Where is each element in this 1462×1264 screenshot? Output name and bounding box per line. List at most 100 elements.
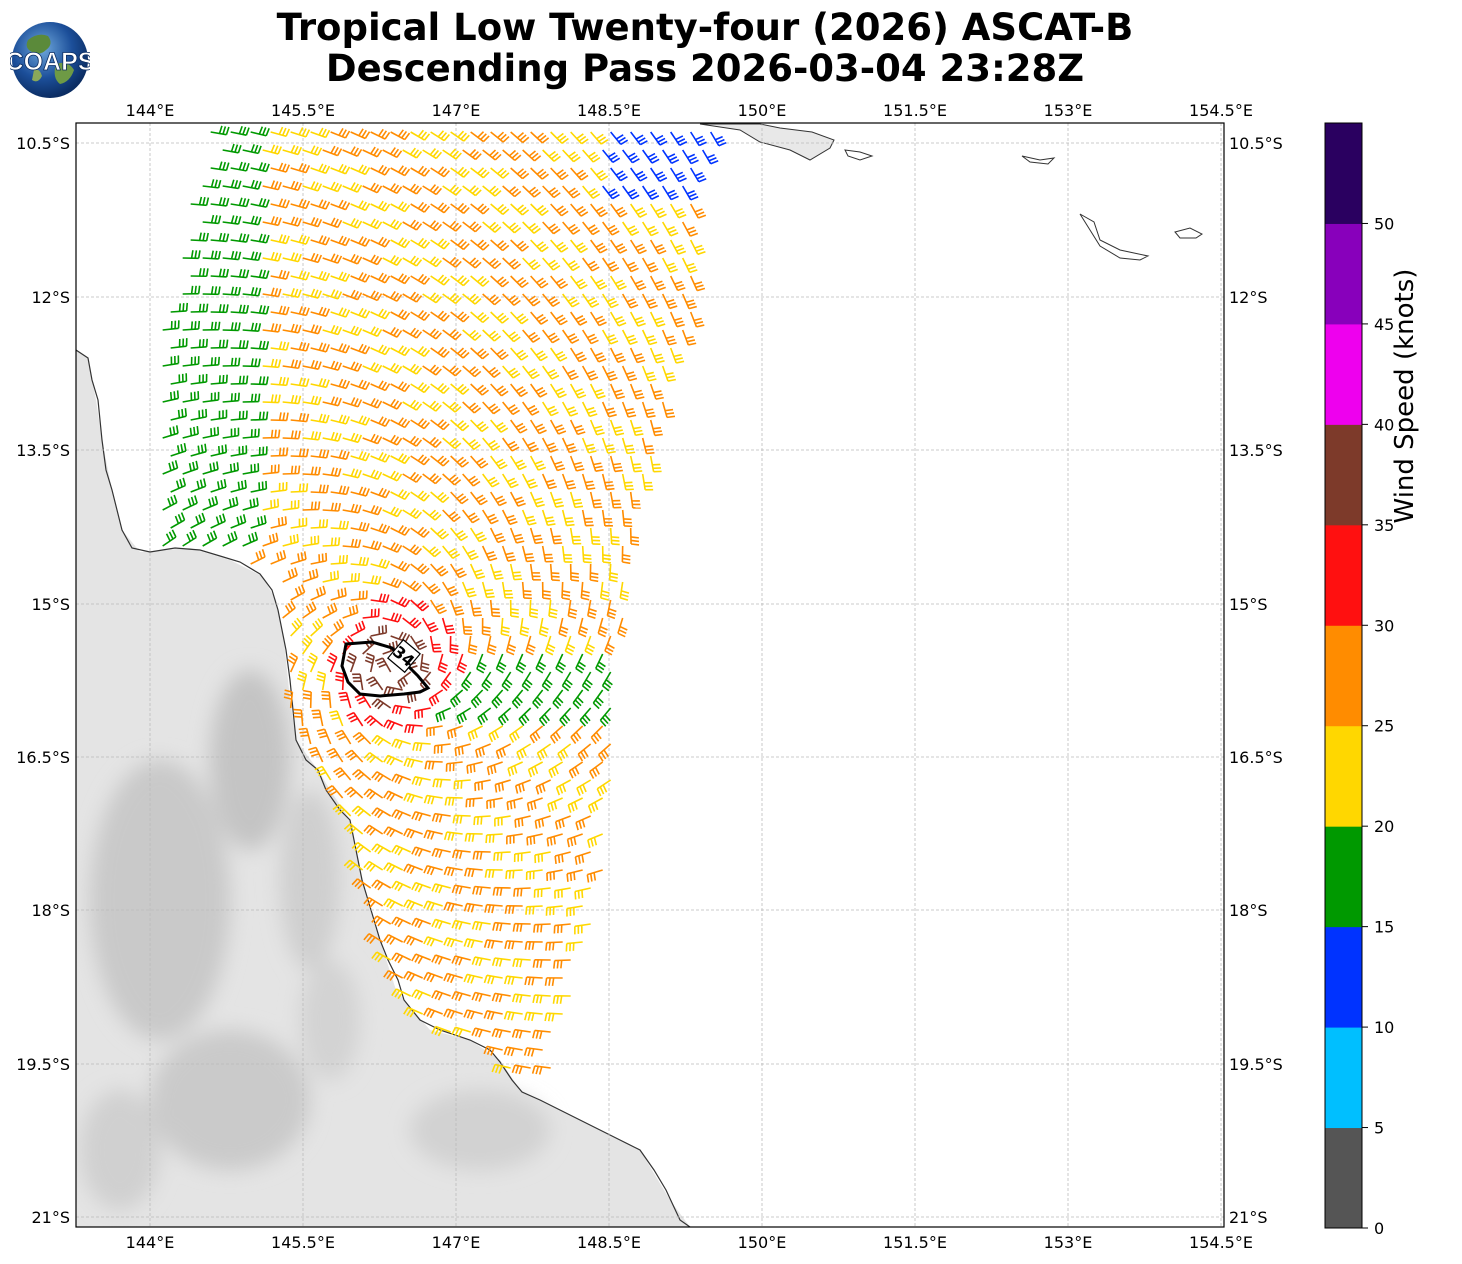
wind-barb-feather <box>393 220 400 229</box>
wind-barb-feather <box>318 199 324 208</box>
wind-barb <box>315 747 324 763</box>
wind-barb-feather <box>412 437 420 445</box>
wind-barb <box>270 311 287 316</box>
wind-barb-feather <box>358 622 363 631</box>
wind-barb-feather <box>647 189 656 195</box>
wind-barb-feather <box>607 261 616 267</box>
wind-barb <box>362 365 378 373</box>
wind-barb-feather <box>448 588 457 594</box>
wind-barb <box>470 311 484 324</box>
wind-barb-feather <box>507 517 517 522</box>
wind-barb-feather <box>373 363 379 372</box>
wind-barb <box>641 257 652 273</box>
wind-barb-feather <box>350 503 355 512</box>
wind-barb-feather <box>481 684 489 692</box>
wind-barb-feather <box>519 428 528 434</box>
wind-barb <box>549 491 557 508</box>
wind-barb-feather <box>646 262 655 267</box>
wind-barb-feather <box>581 889 584 898</box>
wind-barb-feather <box>479 205 487 213</box>
wind-barb-feather <box>377 541 382 551</box>
wind-barb <box>541 509 549 526</box>
wind-barb-feather <box>390 291 396 299</box>
wind-barb-feather <box>302 448 306 457</box>
wind-barb-feather <box>484 869 488 878</box>
wind-barb <box>442 257 457 268</box>
wind-barb-feather <box>653 353 663 358</box>
wind-barb <box>390 311 406 321</box>
wind-barb-feather <box>317 254 323 263</box>
wind-barb-feather <box>433 588 441 595</box>
wind-barb <box>582 149 594 163</box>
wind-barb-feather <box>198 303 202 312</box>
wind-barb-feather <box>559 629 568 634</box>
wind-barb-feather <box>297 289 302 298</box>
wind-barb-feather <box>438 609 447 615</box>
wind-barb-feather <box>553 960 556 969</box>
wind-barb-feather <box>434 513 442 521</box>
wind-barb-feather <box>443 314 450 322</box>
wind-barb-feather <box>471 956 476 965</box>
wind-barb-feather <box>420 203 428 211</box>
wind-barb-feather <box>180 512 186 521</box>
wind-barb-feather <box>513 574 522 577</box>
wind-barb-feather <box>507 404 516 410</box>
wind-barb <box>382 329 398 338</box>
wind-barb <box>290 419 307 423</box>
wind-barb-feather <box>384 454 391 463</box>
wind-barb-feather <box>450 591 459 597</box>
wind-barb-feather <box>333 182 339 191</box>
wind-barb-feather <box>336 570 340 579</box>
wind-barb-feather <box>342 555 345 564</box>
wind-barb <box>487 761 503 769</box>
wind-barb-feather <box>277 146 282 155</box>
wind-barb-feather <box>716 138 725 144</box>
wind-barb-feather <box>443 902 448 911</box>
wind-barb-feather <box>346 788 354 796</box>
wind-barb <box>542 257 554 271</box>
wind-barb-feather <box>476 348 484 355</box>
wind-barb-feather <box>310 501 314 510</box>
wind-barb-feather <box>487 647 496 652</box>
wind-barb-feather <box>475 153 482 160</box>
wind-barb-feather <box>431 761 435 770</box>
wind-barb <box>641 437 648 454</box>
wind-barb-feather <box>534 765 539 775</box>
wind-barb-feather <box>310 217 316 225</box>
wind-barb-feather <box>566 483 575 487</box>
wind-barb-feather <box>554 424 563 429</box>
wind-barb <box>182 328 199 331</box>
wind-barb <box>310 560 327 565</box>
wind-barb-feather <box>222 197 226 206</box>
wind-barb-feather <box>415 584 422 592</box>
wind-barb-feather <box>600 751 607 760</box>
wind-barb-feather <box>431 954 437 963</box>
wind-barb <box>333 748 344 763</box>
wind-barb-feather <box>591 769 598 777</box>
wind-barb-feather <box>489 149 497 157</box>
wind-barb-feather <box>558 171 567 178</box>
wind-barb-feather <box>386 792 393 800</box>
wind-barb-feather <box>668 192 677 198</box>
wind-barb-feather <box>487 554 496 559</box>
wind-barb-feather <box>615 134 624 140</box>
wind-barb <box>350 167 366 176</box>
wind-barb-feather <box>308 603 314 612</box>
wind-barb-feather <box>489 221 497 229</box>
wind-barb-feather <box>527 977 531 986</box>
wind-barb-feather <box>456 716 461 725</box>
wind-barb-feather <box>303 693 312 697</box>
wind-barb <box>509 563 515 580</box>
wind-barb-feather <box>298 162 304 171</box>
wind-barb <box>388 898 404 907</box>
wind-barb-feather <box>423 385 431 393</box>
wind-barb-feather <box>262 127 267 136</box>
wind-barb <box>302 473 319 476</box>
wind-barb-feather <box>371 771 378 779</box>
wind-barb-feather <box>496 348 504 356</box>
wind-barb-feather <box>409 938 416 946</box>
wind-barb <box>434 778 451 781</box>
wind-barb <box>262 329 279 333</box>
wind-barb-feather <box>551 579 560 582</box>
wind-barb <box>447 937 463 943</box>
